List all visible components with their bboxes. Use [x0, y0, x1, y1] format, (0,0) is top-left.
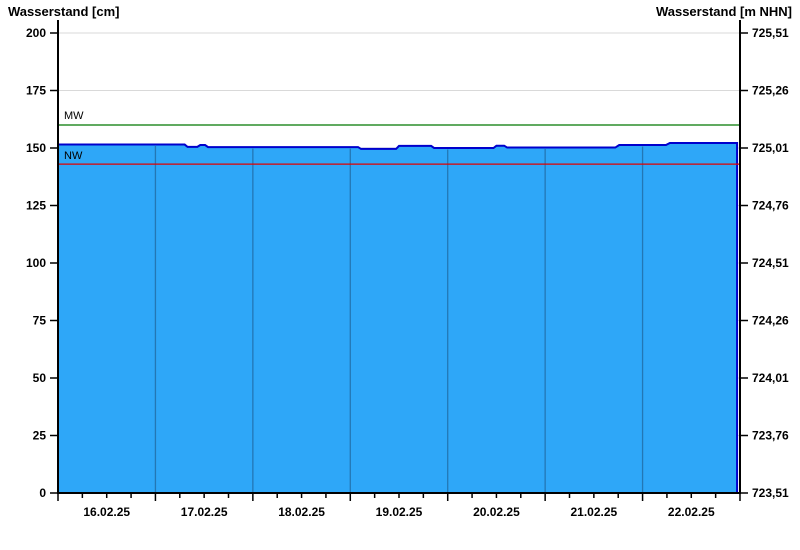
left-tick-label: 50	[33, 371, 47, 385]
right-tick-label: 724,76	[752, 199, 789, 213]
left-tick-label: 125	[26, 199, 46, 213]
x-day-label: 21.02.25	[570, 505, 617, 519]
water-level-line	[58, 141, 739, 493]
left-tick-label: 150	[26, 141, 46, 155]
x-day-label: 22.02.25	[668, 505, 715, 519]
right-tick-label: 724,26	[752, 314, 789, 328]
right-tick-label: 725,26	[752, 84, 789, 98]
right-tick-label: 724,01	[752, 371, 789, 385]
left-tick-label: 200	[26, 26, 46, 40]
right-tick-label: 725,51	[752, 26, 789, 40]
x-day-label: 19.02.25	[376, 505, 423, 519]
x-day-label: 16.02.25	[83, 505, 130, 519]
right-tick-label: 723,76	[752, 429, 789, 443]
x-day-label: 18.02.25	[278, 505, 325, 519]
right-tick-label: 724,51	[752, 256, 789, 270]
nw-reference-label: NW	[64, 150, 83, 162]
x-day-label: 17.02.25	[181, 505, 228, 519]
mw-reference-label: MW	[64, 110, 84, 122]
left-axis-title: Wasserstand [cm]	[8, 4, 120, 19]
x-day-label: 20.02.25	[473, 505, 520, 519]
right-tick-label: 723,51	[752, 486, 789, 500]
water-area-fill	[58, 142, 738, 493]
left-tick-label: 0	[39, 486, 46, 500]
left-tick-label: 100	[26, 256, 46, 270]
left-tick-label: 25	[33, 429, 47, 443]
right-tick-label: 725,01	[752, 141, 789, 155]
right-axis-title: Wasserstand [m NHN]	[655, 4, 792, 19]
left-tick-label: 75	[33, 314, 47, 328]
left-tick-label: 175	[26, 84, 46, 98]
